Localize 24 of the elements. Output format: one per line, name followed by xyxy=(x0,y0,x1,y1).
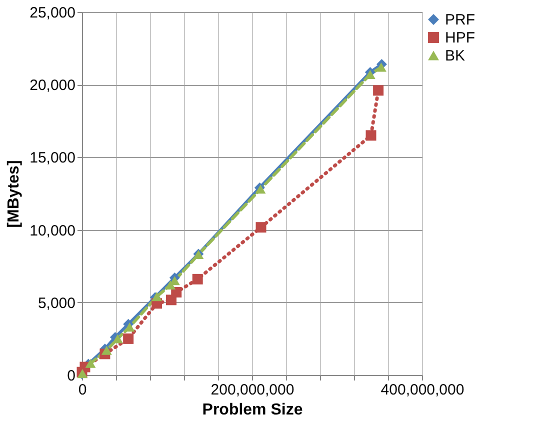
y-tick-label: 10,000 xyxy=(30,222,76,240)
legend-label: BK xyxy=(445,48,466,64)
point xyxy=(366,130,376,141)
y-tick-label: 15,000 xyxy=(30,150,76,167)
point xyxy=(171,286,182,298)
point xyxy=(373,85,384,96)
y-tick-label: 5,000 xyxy=(38,294,76,312)
y-tick-label: 0 xyxy=(67,368,76,384)
x-axis-title: Problem Size xyxy=(202,402,303,418)
y-tick-label: 25,000 xyxy=(30,4,76,22)
legend-label: HPF xyxy=(445,30,475,46)
point xyxy=(192,274,203,284)
legend-label: PRF xyxy=(445,12,475,28)
x-tick-label: 400,000,000 xyxy=(380,382,464,398)
x-tick-label: 0 xyxy=(78,382,87,398)
x-tick-label: 200,000,000 xyxy=(210,382,294,398)
point xyxy=(256,222,266,233)
point xyxy=(255,184,266,194)
y-tick-label: 20,000 xyxy=(30,77,76,94)
point xyxy=(123,333,134,344)
point xyxy=(376,62,386,72)
y-axis-title: [MBytes] xyxy=(6,160,23,228)
point xyxy=(112,334,123,344)
point xyxy=(364,70,376,79)
